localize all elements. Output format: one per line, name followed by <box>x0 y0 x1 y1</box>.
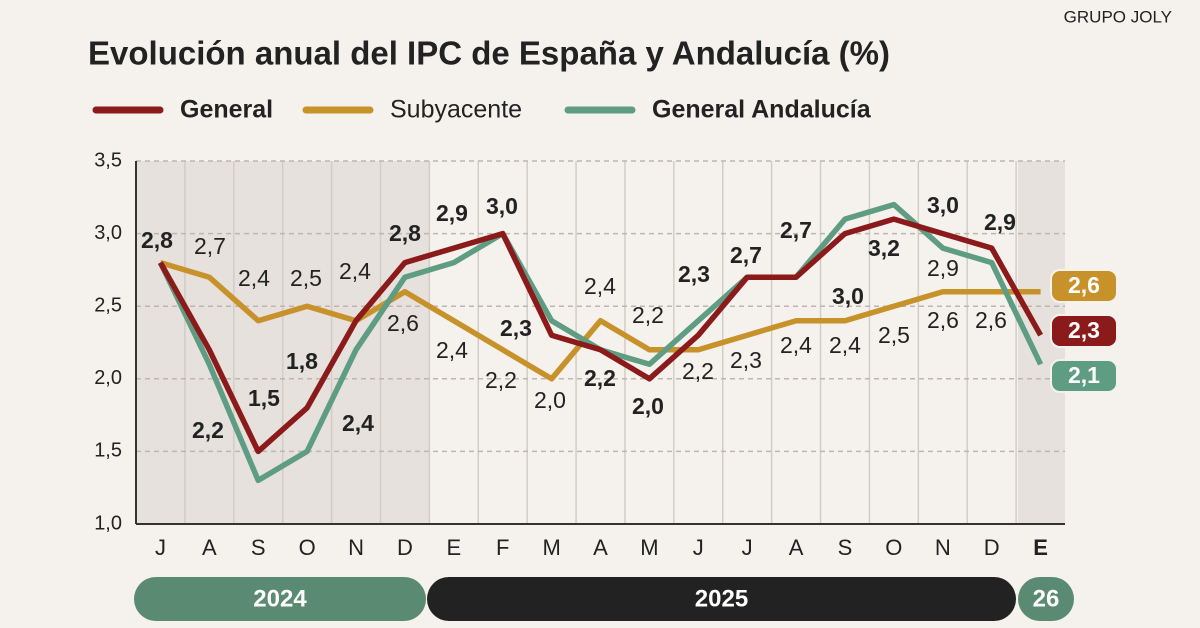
period-label: 2024 <box>253 585 307 612</box>
data-label: 2,5 <box>290 265 322 291</box>
data-label: 2,2 <box>485 367 517 393</box>
period-pill <box>134 577 426 621</box>
data-label: 2,8 <box>389 220 421 246</box>
source: GRUPO JOLY <box>1064 7 1172 26</box>
x-tick-label: D <box>397 535 413 560</box>
data-label: 2,4 <box>584 273 616 299</box>
data-label: 2,4 <box>339 258 371 284</box>
data-label: 2,7 <box>194 233 226 259</box>
end-label-box <box>1050 314 1118 348</box>
x-tick-label: A <box>593 535 608 560</box>
x-tick-label: S <box>838 535 853 560</box>
data-label: 3,0 <box>832 283 864 309</box>
data-label: 2,4 <box>829 332 861 358</box>
data-label: 2,2 <box>192 417 224 443</box>
data-label: 2,2 <box>632 302 664 328</box>
end-label: 2,3 <box>1068 317 1100 343</box>
period-pill <box>427 577 1016 621</box>
end-label-box <box>1050 269 1118 303</box>
end-label-box <box>1050 359 1118 393</box>
series-line <box>158 216 1043 455</box>
x-tick-label: J <box>155 535 166 560</box>
data-label: 2,6 <box>975 307 1007 333</box>
y-tick-label: 3,5 <box>94 149 122 171</box>
x-tick-label: S <box>251 535 266 560</box>
end-label: 2,1 <box>1068 362 1100 388</box>
x-tick-label: E <box>446 535 461 560</box>
data-label: 2,3 <box>678 261 710 287</box>
x-tick-label: A <box>789 535 804 560</box>
data-label: 2,6 <box>387 310 419 336</box>
data-label: 2,0 <box>632 393 664 419</box>
legend-label: General <box>180 96 273 124</box>
x-tick-label: O <box>299 535 316 560</box>
series-line <box>159 259 1041 382</box>
data-label: 2,3 <box>500 315 532 341</box>
data-label: 2,0 <box>534 387 566 413</box>
y-tick-label: 3,0 <box>94 222 122 244</box>
x-tick-label: O <box>885 535 902 560</box>
data-label: 2,4 <box>780 332 812 358</box>
x-tick-label: A <box>202 535 217 560</box>
data-label: 3,0 <box>486 193 518 219</box>
data-label: 3,0 <box>927 192 959 218</box>
x-tick-label: M <box>640 535 658 560</box>
period-label: 26 <box>1033 585 1060 612</box>
data-label: 2,8 <box>141 227 173 253</box>
data-label: 2,4 <box>342 410 374 436</box>
data-label: 2,2 <box>584 365 616 391</box>
data-label: 2,5 <box>878 322 910 348</box>
legend-label: General Andalucía <box>652 96 872 124</box>
end-label: 2,6 <box>1068 272 1100 298</box>
y-tick-label: 2,5 <box>94 294 122 316</box>
x-tick-label: N <box>935 535 951 560</box>
data-label: 2,4 <box>238 265 270 291</box>
x-tick-label: F <box>496 535 509 560</box>
data-label: 3,2 <box>868 235 900 261</box>
x-tick-label: J <box>693 535 704 560</box>
chart-title: Evolución anual del IPC de España y Anda… <box>88 35 890 72</box>
x-tick-label: N <box>348 535 364 560</box>
y-tick-label: 2,0 <box>94 367 122 389</box>
data-label: 2,7 <box>780 217 812 243</box>
data-label: 1,8 <box>286 348 318 374</box>
data-label: 2,9 <box>984 209 1016 235</box>
data-label: 2,4 <box>436 337 468 363</box>
x-tick-label: D <box>984 535 1000 560</box>
x-tick-label: E <box>1033 535 1048 560</box>
x-tick-label: J <box>742 535 753 560</box>
x-tick-label: M <box>542 535 560 560</box>
data-label: 1,5 <box>248 385 280 411</box>
data-label: 2,6 <box>927 307 959 333</box>
data-label: 2,9 <box>436 200 468 226</box>
y-tick-label: 1,0 <box>94 512 122 534</box>
data-label: 2,7 <box>730 242 762 268</box>
period-label: 2025 <box>695 585 748 612</box>
data-label: 2,2 <box>682 358 714 384</box>
period-pill <box>1018 577 1074 621</box>
data-label: 2,9 <box>927 255 959 281</box>
y-tick-label: 1,5 <box>94 440 122 462</box>
data-label: 2,3 <box>730 347 762 373</box>
legend-label: Subyacente <box>390 96 522 124</box>
